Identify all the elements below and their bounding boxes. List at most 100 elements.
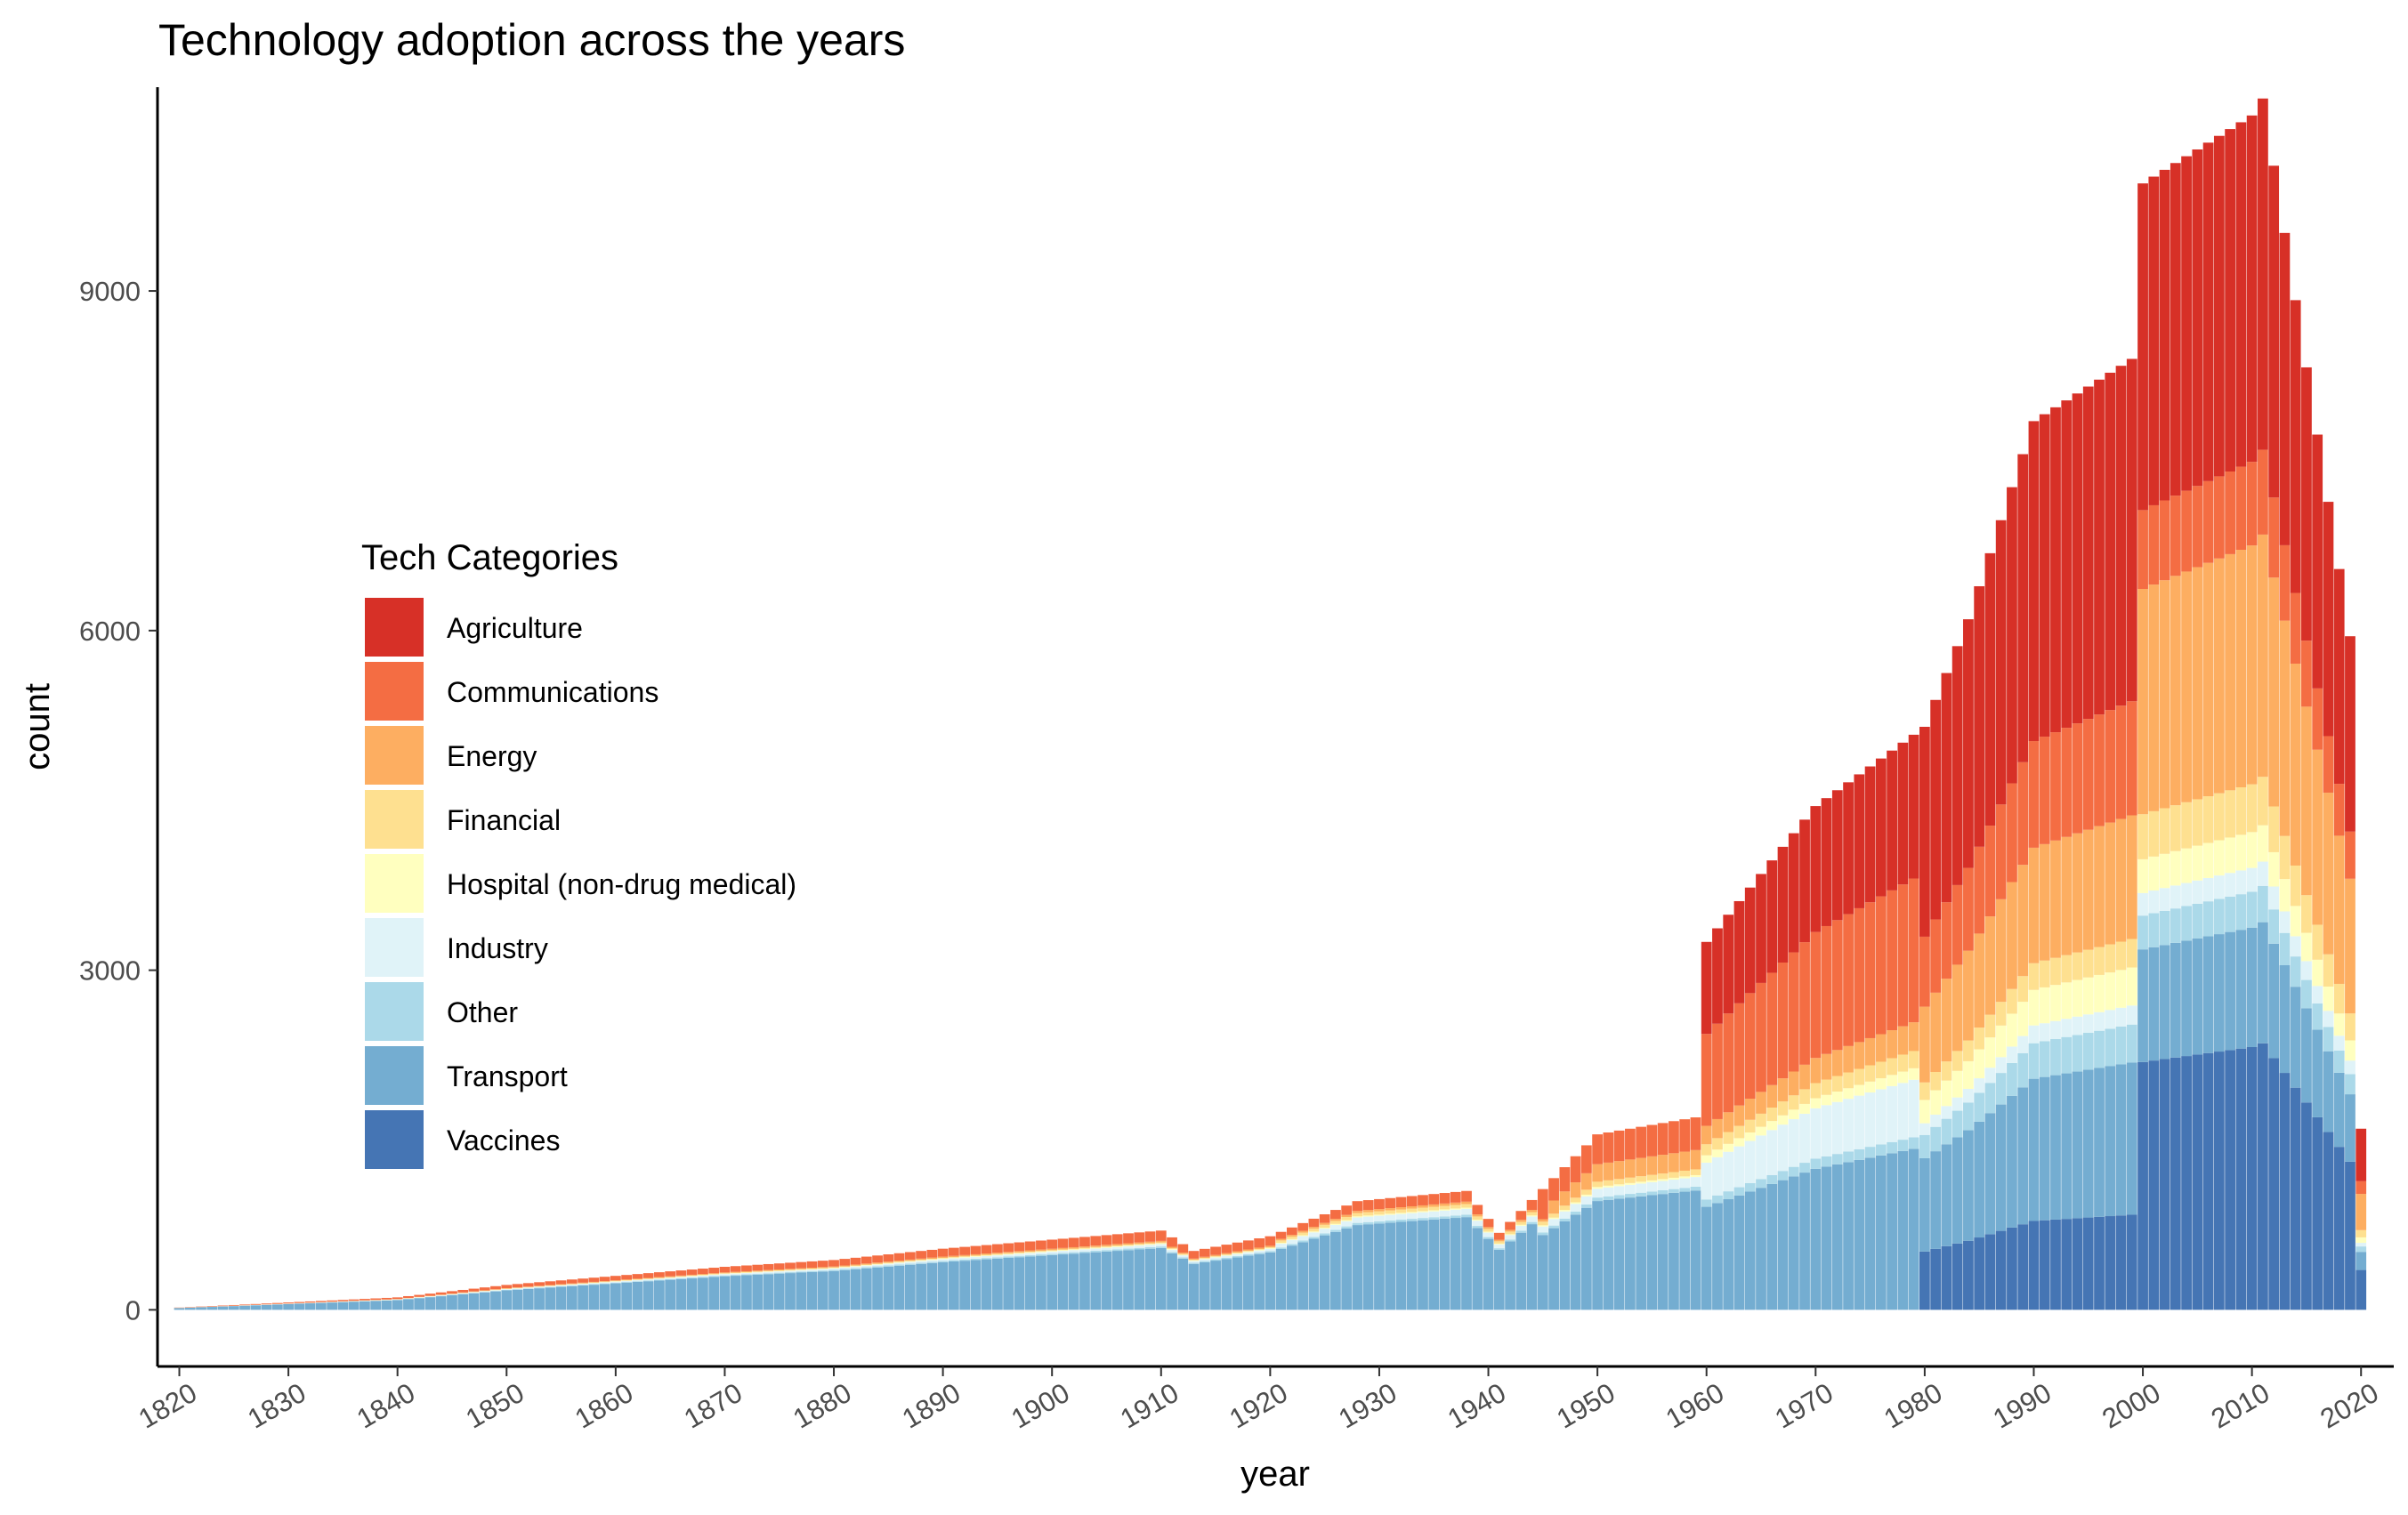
bar-segment xyxy=(1199,1258,1210,1259)
bar-segment xyxy=(1090,1252,1102,1310)
bar-segment xyxy=(719,1274,731,1276)
bar-segment xyxy=(1123,1250,1134,1310)
bar-segment xyxy=(839,1269,851,1270)
bar-segment xyxy=(381,1297,392,1300)
bar-segment xyxy=(861,1256,872,1264)
bar-segment xyxy=(1919,1082,1930,1100)
bar-segment xyxy=(2258,777,2268,826)
bar-segment xyxy=(2345,878,2355,1014)
bar-segment xyxy=(730,1271,741,1273)
bar-segment xyxy=(1712,1023,1723,1119)
bar-segment xyxy=(2290,865,2301,907)
bar-segment xyxy=(1341,1205,1353,1215)
bar-segment xyxy=(1439,1193,1450,1204)
bar-segment xyxy=(1592,1164,1604,1182)
bar-segment xyxy=(1854,1084,1865,1096)
x-tick-label: 1840 xyxy=(352,1377,420,1435)
bar-segment xyxy=(1341,1228,1353,1310)
bar-segment xyxy=(1418,1195,1428,1205)
bar-segment xyxy=(785,1262,796,1269)
bar-segment xyxy=(1014,1253,1025,1254)
bar-segment xyxy=(1111,1249,1123,1252)
bar-segment xyxy=(271,1302,283,1304)
bar-segment xyxy=(1548,1200,1559,1214)
bar-segment xyxy=(1843,1162,1854,1310)
bar-segment xyxy=(1483,1229,1494,1232)
bar-segment xyxy=(435,1296,447,1310)
bar-segment xyxy=(392,1297,403,1300)
bar-segment xyxy=(1254,1249,1265,1251)
bar-segment xyxy=(2323,954,2334,987)
bar-segment xyxy=(1908,878,1919,1023)
bar-segment xyxy=(2148,856,2160,891)
bar-segment xyxy=(1963,1060,1974,1089)
bar-segment xyxy=(2355,1237,2367,1244)
bar-segment xyxy=(1875,1089,1887,1145)
bar-segment xyxy=(2007,783,2017,882)
bar-segment xyxy=(2170,163,2181,496)
bar-segment xyxy=(1199,1259,1210,1261)
bar-segment xyxy=(1275,1238,1287,1241)
bar-segment xyxy=(1831,1164,1843,1310)
bar-segment xyxy=(1548,1213,1559,1218)
bar-segment xyxy=(1733,1105,1745,1126)
bar-segment xyxy=(2094,714,2105,826)
bar-segment xyxy=(1036,1252,1046,1255)
bar-segment xyxy=(2050,1075,2061,1220)
bar-segment xyxy=(785,1270,796,1273)
bar-segment xyxy=(1690,1149,1701,1170)
bar-segment xyxy=(2159,888,2170,911)
bar-segment xyxy=(1831,920,1843,1051)
bar-segment xyxy=(1766,1130,1778,1175)
bar-segment xyxy=(1625,1184,1636,1195)
bar-segment xyxy=(1592,1134,1604,1164)
bar-segment xyxy=(534,1287,545,1289)
bar-segment xyxy=(2115,366,2127,706)
bar-segment xyxy=(2126,815,2137,939)
bar-segment xyxy=(1472,1219,1483,1221)
bar-segment xyxy=(414,1297,425,1298)
bar-segment xyxy=(1046,1254,1058,1310)
bar-segment xyxy=(2279,835,2291,880)
bar-segment xyxy=(2082,386,2094,720)
bar-segment xyxy=(981,1259,992,1310)
bar-segment xyxy=(1265,1247,1276,1248)
bar-segment xyxy=(2279,1073,2291,1310)
legend-label: Industry xyxy=(447,932,548,964)
bar-segment xyxy=(1046,1251,1058,1252)
bar-segment xyxy=(337,1300,349,1301)
bar-segment xyxy=(1756,1188,1766,1310)
bar-segment xyxy=(1134,1245,1145,1248)
bar-segment xyxy=(1177,1253,1189,1255)
bar-segment xyxy=(1024,1250,1036,1253)
bar-segment xyxy=(2137,814,2148,859)
bar-segment xyxy=(1101,1235,1112,1245)
bar-segment xyxy=(1461,1208,1472,1215)
bar-segment xyxy=(1864,1157,1876,1310)
bar-segment xyxy=(2072,979,2083,1017)
bar-segment xyxy=(1636,1192,1647,1197)
bar-segment xyxy=(1941,1080,1952,1107)
bar-segment xyxy=(1493,1244,1505,1249)
bar-segment xyxy=(828,1260,839,1267)
bar-segment xyxy=(2355,1194,2367,1230)
bar-segment xyxy=(2301,979,2312,1009)
bar-segment xyxy=(2213,875,2225,899)
bar-segment xyxy=(1330,1223,1341,1225)
bar-segment xyxy=(1155,1230,1167,1241)
bar-segment xyxy=(916,1258,926,1261)
bar-segment xyxy=(1090,1246,1102,1248)
bar-segment xyxy=(1352,1217,1363,1223)
bar-segment xyxy=(2246,545,2258,785)
bar-segment xyxy=(1046,1248,1058,1251)
bar-segment xyxy=(1679,1170,1691,1177)
bar-segment xyxy=(2333,1013,2345,1036)
bar-segment xyxy=(2039,1220,2050,1310)
bar-segment xyxy=(2279,911,2291,933)
bar-segment xyxy=(1788,1109,1799,1120)
bar-segment xyxy=(566,1285,578,1286)
bar-segment xyxy=(2258,825,2268,862)
bar-segment xyxy=(1864,1037,1876,1066)
bar-segment xyxy=(1232,1251,1243,1253)
bar-segment xyxy=(1254,1253,1265,1310)
